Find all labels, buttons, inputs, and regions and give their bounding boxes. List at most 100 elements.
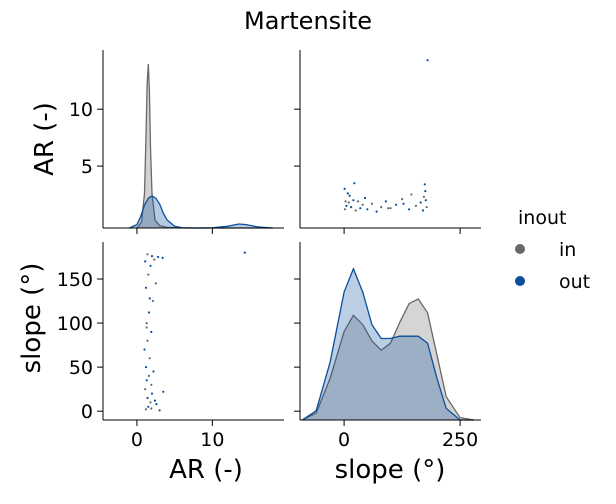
scatter-point-tr-23 (424, 190, 427, 193)
ytick-label: 150 (57, 269, 93, 291)
xtick-label: 10 (200, 429, 224, 451)
scatter-point-tr-30 (402, 202, 405, 205)
scatter-point-tr-15 (384, 200, 387, 203)
kde-line-slope-in (302, 298, 475, 421)
scatter-point-tr-14 (380, 206, 383, 209)
scatter-point-bl-8 (145, 379, 148, 382)
scatter-point-bl-35 (243, 251, 246, 254)
scatter-point-bl-10 (147, 374, 151, 377)
scatter-point-tr-8 (359, 207, 362, 210)
xtick-label: 250 (442, 429, 478, 451)
ytick-label: 0 (81, 401, 93, 423)
ar-xticks: 0 10 (131, 420, 224, 451)
scatter-point-bl-1 (147, 405, 150, 408)
scatter-point-bl-16 (145, 322, 148, 325)
scatter-point-bl-12 (148, 357, 151, 360)
legend-label-in: in (559, 239, 576, 261)
scatter-point-bl-26 (150, 255, 154, 258)
scatter-point-tr-5 (354, 209, 357, 212)
scatter-point-bl-19 (144, 286, 148, 289)
legend-label-out: out (559, 271, 590, 293)
kde-line-slope-out (301, 266, 474, 421)
scatter-point-tr-34 (423, 183, 426, 186)
scatter-point-tr-35 (426, 59, 429, 62)
scatter-point-tr-1 (345, 204, 348, 207)
panel-ar-kde: 5 10 AR (-) (30, 50, 284, 234)
scatter-point-tr-2 (347, 201, 350, 204)
scatter-point-tr-11 (366, 208, 369, 211)
scatter-point-bl-17 (147, 311, 151, 314)
scatter-point-bl-32 (152, 370, 155, 373)
scatter-point-bl-18 (151, 299, 154, 303)
scatter-point-bl-14 (146, 339, 149, 342)
x-axis-label-slope: slope (°) (335, 455, 446, 485)
scatter-point-bl-31 (145, 326, 148, 329)
chart-title: Martensite (244, 7, 372, 35)
slope-kde-ticks: 0 250 (294, 278, 478, 451)
scatter-point-tr-21 (419, 201, 422, 204)
scatter-point-bl-13 (143, 348, 146, 351)
scatter-point-bl-34 (161, 256, 164, 259)
x-axis-label-ar: AR (-) (169, 455, 243, 485)
scatter-point-tr-26 (424, 199, 427, 202)
scatter-point-tr-13 (375, 210, 378, 213)
scatter-point-tr-7 (356, 200, 360, 203)
kde-curves-ar (129, 63, 273, 229)
scatter-point-bl-3 (146, 396, 149, 400)
scatter-point-bl-4 (150, 392, 154, 395)
panel-slope-kde: 0 250 slope (°) (294, 242, 481, 485)
legend-marker-in (515, 244, 525, 254)
y-axis-label-slope: slope (°) (17, 263, 47, 374)
scatter-points-bottom-left (143, 251, 246, 412)
scatter-point-tr-25 (421, 209, 425, 212)
scatter-point-tr-20 (414, 204, 418, 207)
kde-line-ar-out (129, 195, 273, 229)
panel-slope-vs-ar: 0 50 100 150 0 10 slope (°) AR (-) (17, 242, 284, 485)
scatter-point-tr-4 (352, 199, 355, 202)
panel-ar-vs-slope (294, 50, 481, 234)
scatter-point-bl-22 (153, 258, 156, 261)
kde-fill-ar-in (136, 64, 273, 228)
scatter-point-bl-29 (154, 282, 157, 285)
ytick-label: 10 (69, 99, 93, 121)
scatter-point-bl-24 (146, 253, 149, 256)
scatter-point-tr-33 (344, 200, 347, 203)
kde-curves-slope (301, 266, 475, 421)
ar-kde-xticks (136, 228, 213, 234)
scatter-points-top-right (343, 59, 429, 213)
scatter-point-tr-10 (361, 203, 364, 206)
scatter-point-bl-20 (147, 273, 150, 276)
scatter-point-tr-9 (346, 192, 349, 195)
ar-kde-yticks: 5 10 (69, 99, 103, 178)
scatter-point-bl-30 (148, 297, 151, 300)
scatter-point-tr-31 (387, 207, 390, 210)
scatter-point-tr-27 (353, 182, 356, 185)
top-right-ticks (294, 108, 461, 234)
legend-marker-out (515, 276, 525, 286)
scatter-point-tr-28 (343, 187, 346, 190)
scatter-point-bl-0 (144, 408, 148, 411)
kde-fill-ar-out (129, 195, 273, 228)
scatter-point-bl-21 (149, 264, 152, 267)
scatter-point-bl-2 (149, 401, 152, 404)
scatter-point-bl-23 (157, 255, 160, 259)
xtick-label: 0 (338, 429, 350, 451)
ytick-label: 5 (81, 156, 93, 178)
scatter-point-tr-18 (401, 198, 404, 201)
scatter-point-bl-33 (150, 407, 153, 410)
scatter-point-tr-24 (425, 206, 428, 209)
scatter-point-tr-29 (410, 193, 413, 196)
xtick-label: 0 (131, 429, 143, 451)
scatter-point-bl-11 (144, 366, 148, 369)
scatter-point-bl-9 (155, 403, 158, 406)
scatter-point-bl-15 (150, 330, 153, 333)
scatter-point-bl-27 (162, 390, 165, 393)
scatter-point-bl-25 (144, 260, 147, 263)
ytick-label: 100 (57, 313, 93, 335)
legend-title: inout (518, 207, 566, 229)
scatter-point-tr-17 (395, 203, 398, 206)
scatter-point-tr-22 (422, 195, 425, 198)
kde-fill-slope-out (302, 268, 474, 420)
